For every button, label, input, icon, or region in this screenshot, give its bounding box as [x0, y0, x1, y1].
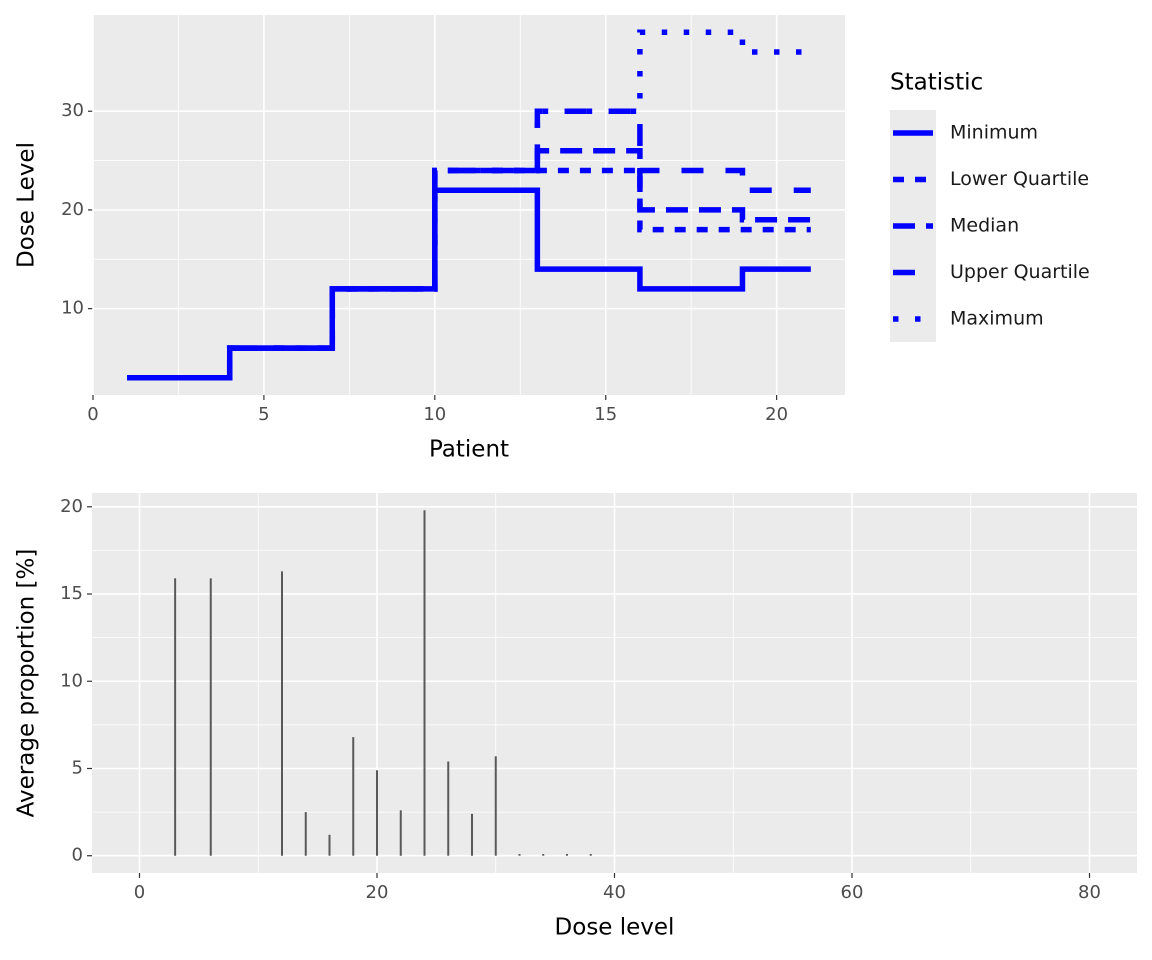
y-axis-title: Dose Level: [14, 142, 40, 268]
bar: [471, 813, 473, 856]
legend-label: Median: [950, 215, 1019, 237]
x-tick-label: 15: [594, 404, 617, 425]
x-tick-label: 0: [87, 404, 98, 425]
x-axis-title: Patient: [429, 437, 509, 463]
y-tick-label: 15: [60, 583, 83, 604]
bar: [281, 571, 283, 856]
panel: [93, 15, 845, 395]
bar: [304, 812, 307, 856]
y-tick-label: 10: [61, 298, 84, 319]
x-tick-label: 20: [366, 882, 389, 903]
bar: [399, 810, 402, 856]
bar: [542, 853, 545, 856]
y-tick-label: 30: [61, 100, 84, 121]
y-tick-label: 10: [60, 670, 83, 691]
x-tick-label: 10: [423, 404, 446, 425]
bar: [589, 853, 592, 856]
bar: [566, 853, 568, 856]
legend-label: Maximum: [950, 308, 1044, 330]
x-tick-label: 5: [258, 404, 269, 425]
step-line: [127, 108, 811, 381]
x-axis-title: Dose level: [555, 915, 675, 941]
bar: [423, 510, 426, 856]
x-tick-label: 0: [134, 882, 145, 903]
bar: [447, 761, 450, 856]
bar: [494, 756, 497, 856]
bar: [209, 578, 212, 856]
x-tick-label: 80: [1078, 882, 1101, 903]
bar: [174, 578, 177, 856]
legend-label: Lower Quartile: [950, 168, 1089, 190]
bar: [328, 834, 331, 856]
y-axis-title: Average proportion [%]: [14, 549, 40, 818]
x-tick-label: 40: [603, 882, 626, 903]
y-tick-label: 20: [60, 496, 83, 517]
x-tick-label: 20: [765, 404, 788, 425]
bar: [518, 853, 521, 856]
legend-label: Minimum: [950, 122, 1038, 144]
y-tick-label: 20: [61, 199, 84, 220]
y-tick-label: 0: [72, 845, 83, 866]
x-tick-label: 60: [841, 882, 864, 903]
bar: [352, 737, 355, 856]
legend-title: Statistic: [890, 70, 983, 96]
y-tick-label: 5: [72, 757, 83, 778]
legend-label: Upper Quartile: [950, 261, 1090, 283]
bar: [376, 770, 378, 856]
